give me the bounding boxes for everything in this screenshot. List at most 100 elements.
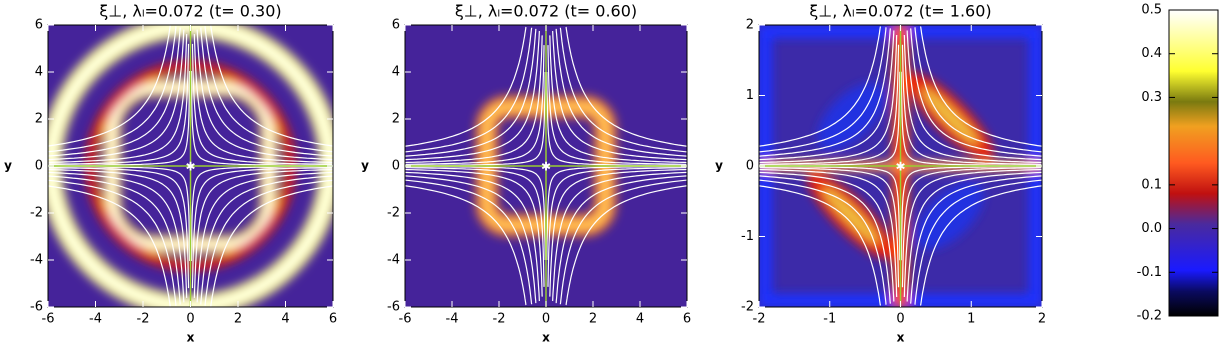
y-axis-label: y	[715, 159, 723, 173]
y-tick-label: 0	[746, 159, 754, 174]
x-tick-label: -2	[753, 312, 766, 327]
field-line	[405, 28, 537, 157]
field-line	[547, 45, 687, 165]
y-tick-label: -4	[387, 253, 400, 268]
field-line	[196, 29, 333, 161]
field-line	[759, 26, 881, 147]
colorbar-tick-label: -0.2	[1137, 309, 1162, 324]
colorbar-tick-label: 0.3	[1141, 90, 1162, 105]
field-line	[405, 35, 543, 164]
y-axis-label: y	[361, 159, 369, 173]
field-line	[759, 171, 895, 302]
field-line	[191, 167, 333, 289]
field-line	[405, 185, 527, 306]
y-tick-label: 4	[35, 65, 43, 80]
field-line	[48, 26, 177, 153]
y-tick-label: 2	[746, 18, 754, 33]
field-line	[901, 44, 1042, 165]
field-line	[405, 167, 545, 287]
field-line	[48, 43, 190, 165]
field-line	[920, 26, 1042, 147]
x-tick-label: -6	[399, 312, 412, 327]
field-line	[193, 168, 333, 298]
field-line	[48, 34, 188, 164]
x-tick-label: 1	[967, 312, 975, 327]
field-line	[48, 29, 185, 161]
field-line	[405, 171, 540, 302]
colorbar-tick-label: 0.4	[1141, 46, 1162, 61]
field-line	[196, 171, 333, 303]
field-line	[759, 27, 887, 153]
y-tick-label: 6	[392, 18, 400, 33]
x-tick-label: 4	[281, 312, 289, 327]
colorbar-tick-label: -0.1	[1137, 265, 1162, 280]
field-line	[204, 179, 333, 306]
field-line	[48, 185, 171, 307]
y-tick-label: -6	[30, 300, 43, 315]
x-tick-label: -1	[823, 312, 836, 327]
field-line	[914, 27, 1042, 153]
field-line	[914, 179, 1042, 305]
colorbar-tick-label: 0.5	[1141, 3, 1162, 18]
y-tick-label: -6	[387, 300, 400, 315]
field-line	[405, 168, 543, 297]
x-axis-label: x	[187, 331, 195, 345]
x-tick-label: 6	[683, 312, 691, 327]
field-line	[903, 34, 1042, 164]
field-line	[910, 175, 1042, 304]
field-line	[193, 34, 333, 164]
x-axis-label: x	[897, 331, 905, 345]
field-line	[549, 168, 687, 297]
x-tick-label: 0	[542, 312, 550, 327]
y-tick-label: 1	[746, 88, 754, 103]
field-line	[48, 27, 181, 157]
chart-title: ξ⊥, λₗ=0.072 (t= 0.30)	[99, 2, 281, 21]
field-line	[555, 175, 687, 304]
x-tick-label: 0	[186, 312, 194, 327]
field-line	[405, 27, 533, 153]
y-tick-label: -1	[741, 229, 754, 244]
field-line	[405, 179, 533, 305]
x-tick-label: 6	[329, 312, 337, 327]
field-line	[565, 185, 687, 306]
plot-area: ✱	[48, 25, 333, 307]
y-tick-label: 2	[35, 112, 43, 127]
blue-blob	[817, 82, 885, 151]
blue-blob	[916, 181, 984, 250]
field-line	[48, 167, 190, 289]
x-tick-label: -2	[493, 312, 506, 327]
field-line	[552, 30, 687, 161]
x-tick-label: 2	[589, 312, 597, 327]
field-line	[759, 30, 895, 161]
field-line	[759, 167, 900, 288]
field-line	[759, 34, 898, 164]
x-tick-label: -2	[137, 312, 150, 327]
y-tick-label: -4	[30, 253, 43, 268]
field-line	[210, 25, 333, 147]
field-line	[405, 45, 545, 165]
y-axis-label: y	[4, 159, 12, 173]
chart-title: ξ⊥, λₗ=0.072 (t= 1.60)	[809, 2, 991, 21]
y-tick-label: 0	[392, 159, 400, 174]
x-tick-label: 2	[1038, 312, 1046, 327]
x-point: ✱	[541, 160, 551, 174]
field-line	[920, 185, 1042, 306]
field-line	[405, 30, 540, 161]
colorbar-tick-label: 0.0	[1141, 221, 1162, 236]
y-tick-label: 2	[392, 112, 400, 127]
field-line	[191, 43, 333, 165]
field-line	[903, 168, 1042, 298]
y-tick-label: -2	[741, 300, 754, 315]
field-line	[48, 168, 188, 298]
x-tick-label: -4	[89, 312, 102, 327]
field-line	[559, 179, 687, 305]
colorbar-tick-label: 0.1	[1141, 177, 1162, 192]
field-line	[759, 28, 891, 157]
field-line	[910, 28, 1042, 157]
field-line	[48, 179, 177, 306]
x-tick-label: 0	[896, 312, 904, 327]
current-blob	[822, 187, 880, 244]
x-axis-label: x	[542, 331, 550, 345]
x-point: ✱	[185, 160, 195, 174]
